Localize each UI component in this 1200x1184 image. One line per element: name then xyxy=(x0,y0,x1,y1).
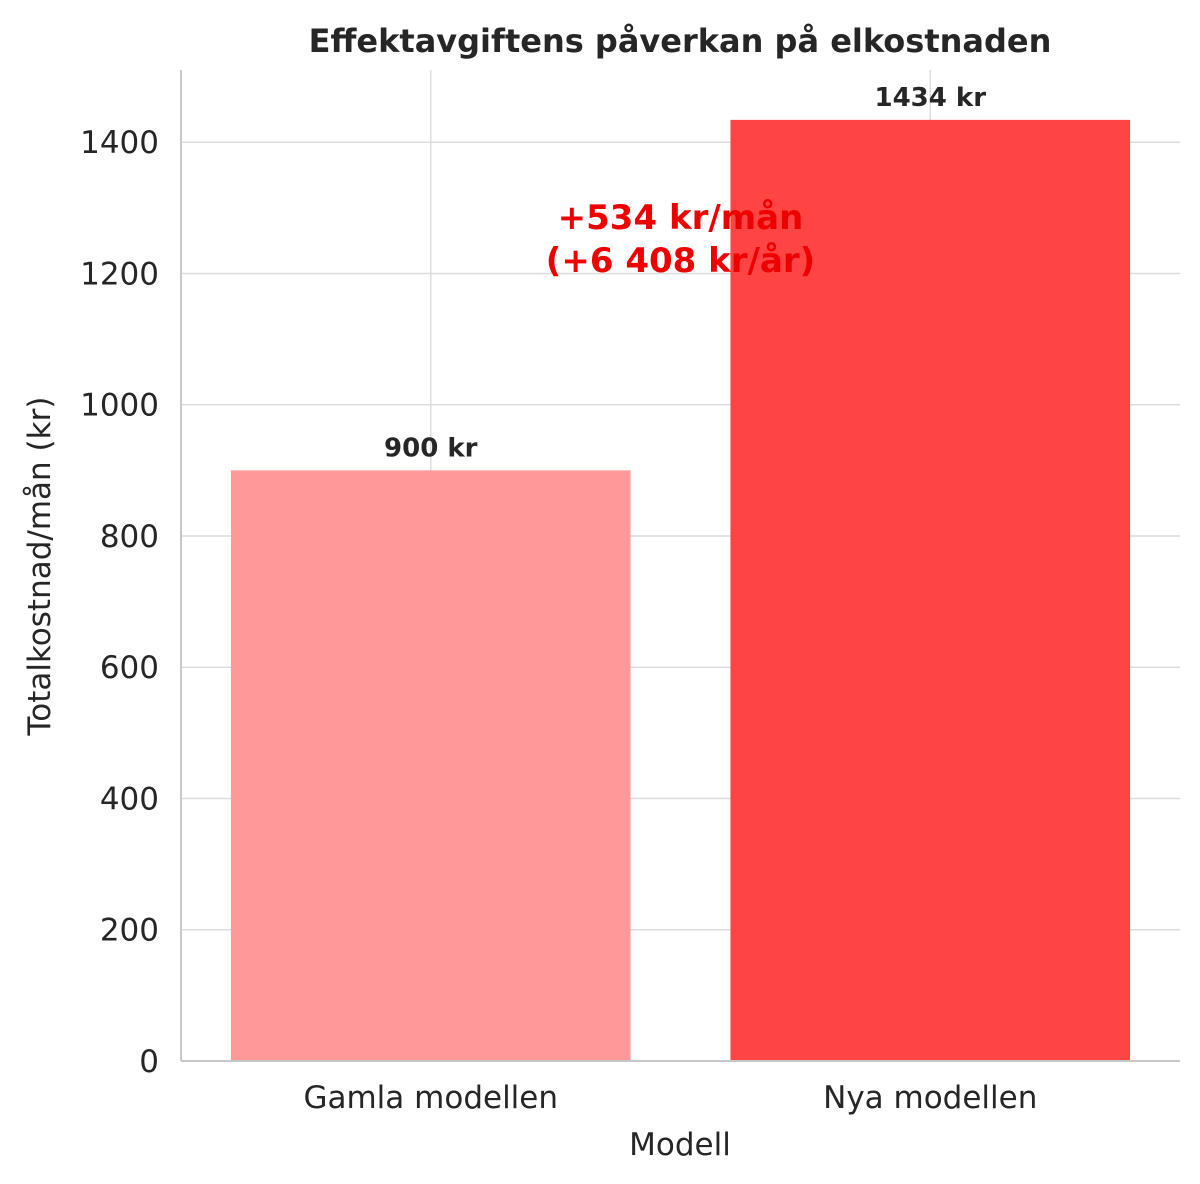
bars xyxy=(230,119,1131,1061)
bar-1 xyxy=(230,470,631,1061)
bar-2 xyxy=(730,119,1131,1061)
bar-value-label: 900 kr xyxy=(384,433,478,463)
y-axis-label: Totalkostnad/mån (kr) xyxy=(22,397,58,737)
y-tick-label: 1200 xyxy=(80,256,159,292)
bar-value-label: 1434 kr xyxy=(874,83,986,113)
chart-title: Effektavgiftens påverkan på elkostnaden xyxy=(309,22,1052,60)
difference-annotation: +534 kr/mån (+6 408 kr/år) xyxy=(546,198,815,281)
y-tick-label: 1400 xyxy=(80,125,159,161)
y-tick-label: 800 xyxy=(100,519,159,555)
x-axis-label: Modell xyxy=(629,1127,731,1163)
x-tick-label: Gamla modellen xyxy=(303,1080,558,1116)
y-tick-label: 200 xyxy=(100,913,159,949)
data-labels: 900 kr 1434 kr xyxy=(384,83,986,463)
y-tick-label: 600 xyxy=(100,650,159,686)
y-tick-label: 0 xyxy=(139,1044,159,1080)
annotation-line: +534 kr/mån xyxy=(558,198,804,238)
annotation-line: (+6 408 kr/år) xyxy=(546,241,815,281)
axes xyxy=(180,70,1180,1062)
x-tick-label: Nya modellen xyxy=(823,1080,1037,1116)
y-tick-label: 1000 xyxy=(80,388,159,424)
y-tick-label: 400 xyxy=(100,781,159,817)
tick-labels: 0 200 400 600 800 1000 1200 1400 Gamla modellen N… xyxy=(80,125,1037,1116)
